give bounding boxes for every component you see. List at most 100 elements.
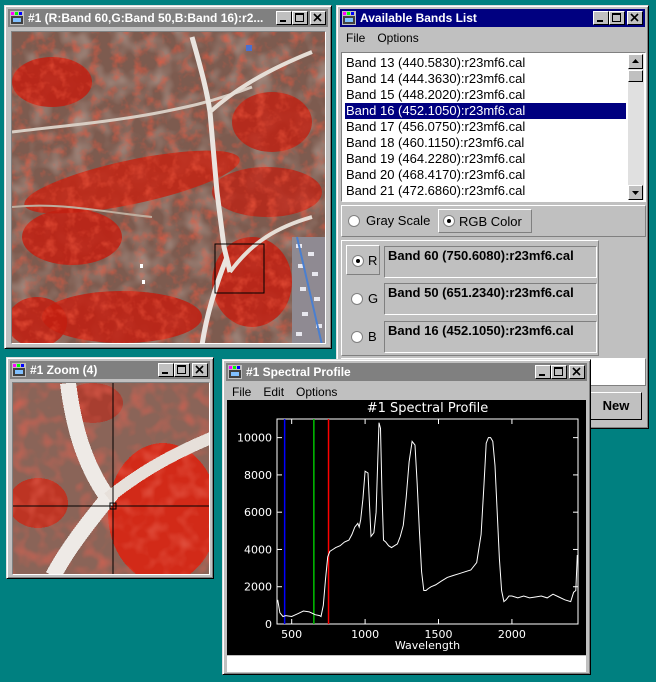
maximize-icon xyxy=(612,13,621,22)
close-icon xyxy=(313,13,322,22)
menu-file[interactable]: File xyxy=(346,31,366,45)
minimize-button[interactable] xyxy=(158,363,174,377)
envi-window-icon xyxy=(12,363,26,377)
y-tick-label: 8000 xyxy=(244,469,272,482)
zoom-window-titlebar[interactable]: #1 Zoom (4) xyxy=(10,361,210,379)
plot-area[interactable]: #1 Spectral Profile 0 2000 4000 6000 8000 1000… xyxy=(227,400,586,655)
scroll-up-button[interactable] xyxy=(628,54,643,69)
maximize-button[interactable] xyxy=(551,365,567,379)
zoomed-image[interactable] xyxy=(13,383,210,575)
satellite-image[interactable] xyxy=(12,32,326,344)
b-channel-label[interactable]: B xyxy=(368,329,377,344)
close-icon xyxy=(630,13,639,22)
maximize-icon xyxy=(554,367,563,376)
close-icon xyxy=(572,367,581,376)
zoom-window-title: #1 Zoom (4) xyxy=(30,363,98,377)
plot-frame xyxy=(276,418,579,625)
scroll-down-button[interactable] xyxy=(628,185,643,200)
rgb-color-label[interactable]: RGB Color xyxy=(459,214,522,229)
maximize-button[interactable] xyxy=(609,11,625,25)
bands-menubar: File Options xyxy=(340,29,645,47)
band-list[interactable]: Band 13 (440.5830):r23mf6.cal Band 14 (4… xyxy=(341,52,646,202)
close-icon xyxy=(195,365,204,374)
close-button[interactable] xyxy=(569,365,585,379)
bands-window-titlebar[interactable]: Available Bands List xyxy=(340,9,645,27)
status-strip xyxy=(227,656,586,672)
arrow-up-icon xyxy=(632,59,639,63)
envi-window-icon xyxy=(228,365,242,379)
new-display-button[interactable]: New xyxy=(590,392,642,420)
r-channel-radio[interactable] xyxy=(352,255,364,267)
profile-window-title: #1 Spectral Profile xyxy=(246,365,351,379)
menu-options[interactable]: Options xyxy=(296,385,338,399)
maximize-icon xyxy=(295,13,304,22)
gray-scale-label[interactable]: Gray Scale xyxy=(366,213,431,228)
y-tick-label: 6000 xyxy=(244,506,272,519)
g-band-field[interactable]: Band 50 (651.2340):r23mf6.cal xyxy=(384,283,597,315)
profile-window[interactable]: #1 Spectral Profile File Edit Options #1… xyxy=(222,359,591,675)
zoom-window[interactable]: #1 Zoom (4) xyxy=(6,357,214,579)
profile-window-titlebar[interactable]: #1 Spectral Profile xyxy=(226,363,587,381)
minimize-icon xyxy=(162,372,168,374)
band-list-item[interactable]: Band 18 (460.1150):r23mf6.cal xyxy=(346,135,525,150)
menu-edit[interactable]: Edit xyxy=(263,385,285,399)
band-list-item[interactable]: Band 20 (468.4170):r23mf6.cal xyxy=(346,167,526,182)
rgb-color-radio[interactable] xyxy=(443,215,455,227)
close-button[interactable] xyxy=(310,11,326,25)
band-list-scrollbar[interactable] xyxy=(628,54,644,200)
profile-menubar: File Edit Options xyxy=(226,383,587,401)
menu-options[interactable]: Options xyxy=(377,31,419,45)
minimize-icon xyxy=(280,20,286,22)
maximize-icon xyxy=(177,365,186,374)
bands-window-title: Available Bands List xyxy=(360,11,477,25)
minimize-button[interactable] xyxy=(535,365,551,379)
minimize-button[interactable] xyxy=(593,11,609,25)
maximize-button[interactable] xyxy=(174,363,190,377)
gray-scale-radio[interactable] xyxy=(348,215,360,227)
band-list-item[interactable]: Band 21 (472.6860):r23mf6.cal xyxy=(346,183,526,198)
band-list-item[interactable]: Band 14 (444.3630):r23mf6.cal xyxy=(346,71,526,86)
r-channel-label[interactable]: R xyxy=(368,253,378,268)
x-tick-label: 1500 xyxy=(425,628,453,641)
x-tick-label: 500 xyxy=(281,628,302,641)
spectrum-line xyxy=(277,422,578,618)
y-tick-label: 2000 xyxy=(244,581,272,594)
chart-title: #1 Spectral Profile xyxy=(367,401,489,416)
x-tick-label: 1000 xyxy=(351,628,379,641)
b-channel-radio[interactable] xyxy=(351,331,363,343)
band-list-item[interactable]: Band 17 (456.0750):r23mf6.cal xyxy=(346,119,526,134)
r-channel-option[interactable]: R xyxy=(346,245,380,275)
g-channel-label[interactable]: G xyxy=(368,291,379,306)
close-button[interactable] xyxy=(192,363,208,377)
band-list-item[interactable]: Band 19 (464.2280):r23mf6.cal xyxy=(346,151,526,166)
image-window[interactable]: #1 (R:Band 60,G:Band 50,B:Band 16):r2... xyxy=(4,5,332,349)
minimize-button[interactable] xyxy=(276,11,292,25)
close-button[interactable] xyxy=(627,11,643,25)
image-view[interactable] xyxy=(11,31,326,344)
minimize-icon xyxy=(539,374,545,376)
scroll-thumb[interactable] xyxy=(628,70,643,82)
band-list-item[interactable]: Band 15 (448.2020):r23mf6.cal xyxy=(346,87,526,102)
rgb-color-option[interactable]: RGB Color xyxy=(438,209,532,233)
spectral-profile-chart[interactable]: #1 Spectral Profile 0 2000 4000 6000 8000 1000… xyxy=(227,400,586,655)
envi-window-icon xyxy=(10,11,24,25)
mode-group: Gray Scale RGB Color xyxy=(341,205,646,237)
x-tick-label: 2000 xyxy=(498,628,526,641)
rgb-band-group: R Band 60 (750.6080):r23mf6.cal G Band 5… xyxy=(341,240,599,356)
x-axis-label: Wavelength xyxy=(395,639,460,652)
r-band-field[interactable]: Band 60 (750.6080):r23mf6.cal xyxy=(384,246,597,278)
y-tick-label: 0 xyxy=(265,618,272,631)
image-window-title: #1 (R:Band 60,G:Band 50,B:Band 16):r2... xyxy=(28,11,264,25)
b-band-field[interactable]: Band 16 (452.1050):r23mf6.cal xyxy=(384,321,597,353)
band-list-item[interactable]: Band 13 (440.5830):r23mf6.cal xyxy=(346,55,526,70)
arrow-down-icon xyxy=(632,191,639,195)
image-window-titlebar[interactable]: #1 (R:Band 60,G:Band 50,B:Band 16):r2... xyxy=(8,9,328,27)
zoom-view[interactable] xyxy=(12,382,210,575)
menu-file[interactable]: File xyxy=(232,385,252,399)
envi-window-icon xyxy=(342,11,356,25)
band-list-item-selected[interactable]: Band 16 (452.1050):r23mf6.cal xyxy=(345,103,626,119)
g-channel-radio[interactable] xyxy=(351,293,363,305)
y-tick-label: 10000 xyxy=(237,432,272,445)
maximize-button[interactable] xyxy=(292,11,308,25)
minimize-icon xyxy=(597,20,603,22)
